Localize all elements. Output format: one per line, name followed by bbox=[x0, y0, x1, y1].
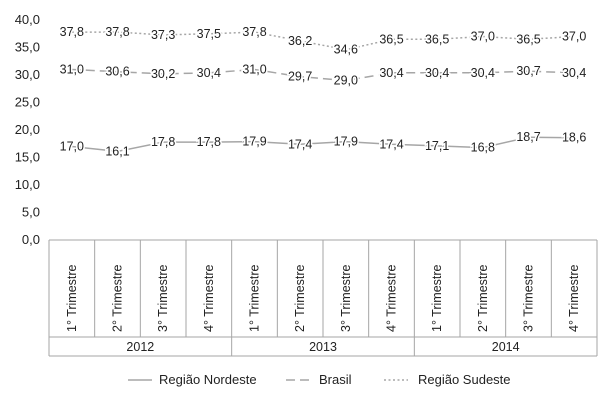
data-label: 17,9 bbox=[242, 135, 266, 149]
data-label: 30,4 bbox=[197, 66, 221, 80]
x-tick-label: 2° Trimestre bbox=[111, 264, 125, 332]
x-tick-label: 1° Trimestre bbox=[65, 264, 79, 332]
data-label: 18,7 bbox=[516, 130, 540, 144]
data-label: 30,7 bbox=[516, 64, 540, 78]
y-tick-label: 40,0 bbox=[15, 12, 40, 27]
y-tick-label: 20,0 bbox=[15, 122, 40, 137]
x-tick-label: 1° Trimestre bbox=[430, 264, 444, 332]
data-label: 31,0 bbox=[60, 63, 84, 77]
y-tick-label: 35,0 bbox=[15, 40, 40, 55]
legend-label: Região Sudeste bbox=[418, 372, 511, 387]
x-tick-label: 2° Trimestre bbox=[293, 264, 307, 332]
x-tick-label: 4° Trimestre bbox=[567, 264, 581, 332]
data-label: 17,9 bbox=[334, 135, 358, 149]
data-label: 17,4 bbox=[379, 137, 403, 151]
data-label: 34,6 bbox=[334, 43, 358, 57]
x-tick-label: 3° Trimestre bbox=[156, 264, 170, 332]
data-label: 36,5 bbox=[425, 32, 449, 46]
data-label: 36,2 bbox=[288, 34, 312, 48]
data-label: 37,0 bbox=[562, 30, 586, 44]
year-group-label: 2012 bbox=[126, 340, 154, 354]
x-tick-label: 3° Trimestre bbox=[522, 264, 536, 332]
data-label: 37,3 bbox=[151, 28, 175, 42]
series-line-1 bbox=[71, 68, 575, 82]
y-tick-label: 5,0 bbox=[22, 205, 40, 220]
year-group-label: 2014 bbox=[492, 340, 520, 354]
data-label: 18,6 bbox=[562, 131, 586, 145]
data-label: 30,2 bbox=[151, 67, 175, 81]
data-label: 17,1 bbox=[425, 139, 449, 153]
data-label: 37,8 bbox=[105, 25, 129, 39]
y-tick-label: 10,0 bbox=[15, 177, 40, 192]
data-label: 37,0 bbox=[471, 30, 495, 44]
y-tick-label: 25,0 bbox=[15, 95, 40, 110]
data-label: 30,6 bbox=[105, 65, 129, 79]
data-label: 16,1 bbox=[105, 144, 129, 158]
data-label: 17,8 bbox=[151, 135, 175, 149]
data-label: 17,4 bbox=[288, 137, 312, 151]
x-tick-label: 4° Trimestre bbox=[202, 264, 216, 332]
data-label: 37,5 bbox=[197, 27, 221, 41]
data-label: 17,0 bbox=[60, 140, 84, 154]
legend-label: Brasil bbox=[319, 372, 352, 387]
data-label: 16,8 bbox=[471, 141, 495, 155]
x-tick-label: 4° Trimestre bbox=[385, 264, 399, 332]
data-label: 36,5 bbox=[516, 32, 540, 46]
y-tick-label: 0,0 bbox=[22, 232, 40, 247]
data-label: 31,0 bbox=[242, 63, 266, 77]
x-tick-label: 1° Trimestre bbox=[248, 264, 262, 332]
data-label: 36,5 bbox=[379, 32, 403, 46]
data-label: 30,4 bbox=[379, 66, 403, 80]
data-label: 29,7 bbox=[288, 70, 312, 84]
data-label: 17,8 bbox=[197, 135, 221, 149]
data-label: 30,4 bbox=[471, 66, 495, 80]
x-tick-label: 3° Trimestre bbox=[339, 264, 353, 332]
data-label: 30,4 bbox=[425, 66, 449, 80]
series-line-2 bbox=[71, 31, 575, 51]
legend-label: Região Nordeste bbox=[159, 372, 257, 387]
data-label: 29,0 bbox=[334, 74, 358, 88]
data-label: 37,8 bbox=[242, 25, 266, 39]
year-group-label: 2013 bbox=[309, 340, 337, 354]
y-tick-label: 15,0 bbox=[15, 150, 40, 165]
data-label: 37,8 bbox=[60, 25, 84, 39]
y-tick-label: 30,0 bbox=[15, 67, 40, 82]
data-label: 30,4 bbox=[562, 66, 586, 80]
series-line-0 bbox=[71, 136, 575, 153]
x-tick-label: 2° Trimestre bbox=[476, 264, 490, 332]
